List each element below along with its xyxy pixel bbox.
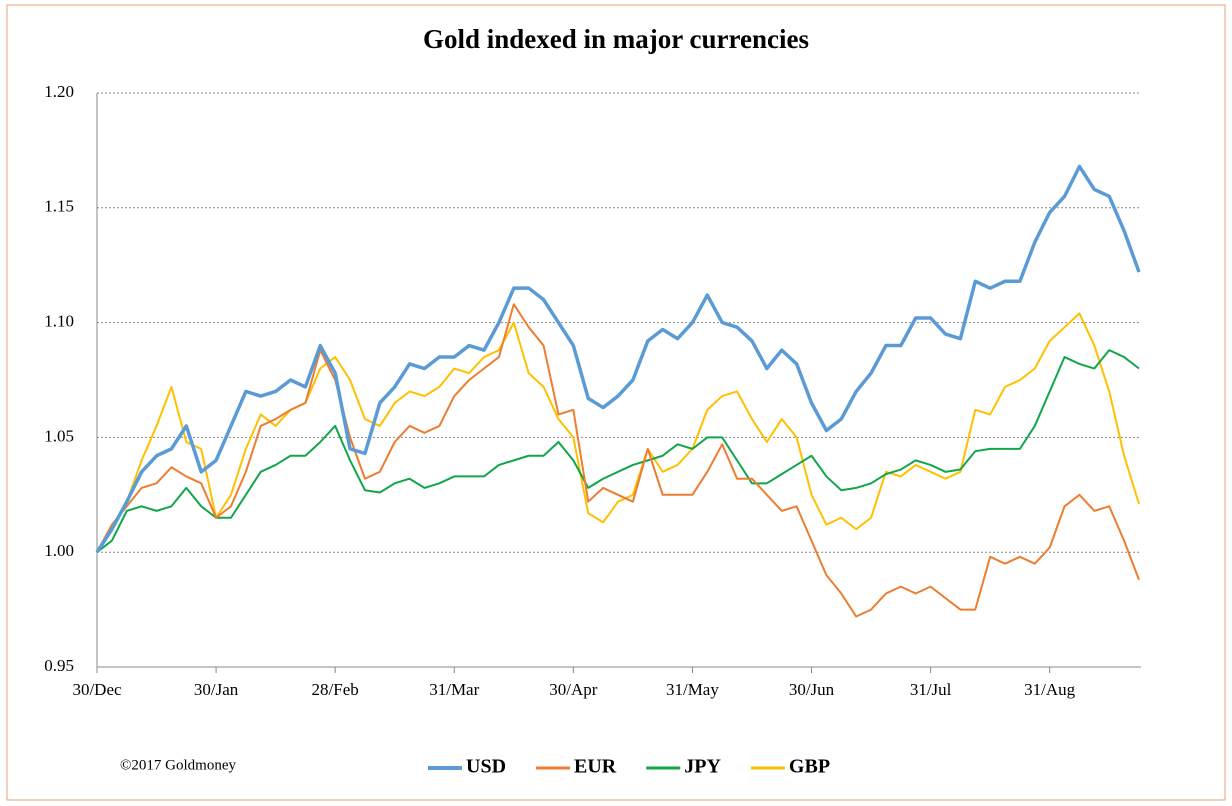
y-tick-label: 1.00 [44,541,74,560]
x-tick-label: 31/Mar [429,680,479,699]
x-tick-label: 30/Jan [194,680,239,699]
legend-label: USD [466,756,506,778]
y-tick-label: 1.10 [44,312,74,331]
y-tick-label: 1.15 [44,197,74,216]
x-tick-label: 30/Jun [789,680,835,699]
x-tick-label: 30/Dec [72,680,122,699]
x-tick-label: 30/Apr [549,680,598,699]
annotation: ©2017 Goldmoney [120,757,236,773]
x-tick-label: 31/Jul [910,680,952,699]
y-tick-label: 1.05 [44,426,74,445]
series-line [96,303,1140,618]
x-tick-label: 28/Feb [312,680,359,699]
chart-title: Gold indexed in major currencies [423,24,809,54]
series-line [96,349,1140,553]
y-tick-label: 1.20 [44,82,74,101]
y-tick-label: 0.95 [44,656,74,675]
x-tick-label: 31/Aug [1024,680,1076,699]
legend-label: GBP [789,756,830,778]
series-line [95,164,1141,554]
legend-label: JPY [684,756,721,778]
legend-label: EUR [574,756,617,778]
x-tick-label: 31/May [666,680,719,699]
